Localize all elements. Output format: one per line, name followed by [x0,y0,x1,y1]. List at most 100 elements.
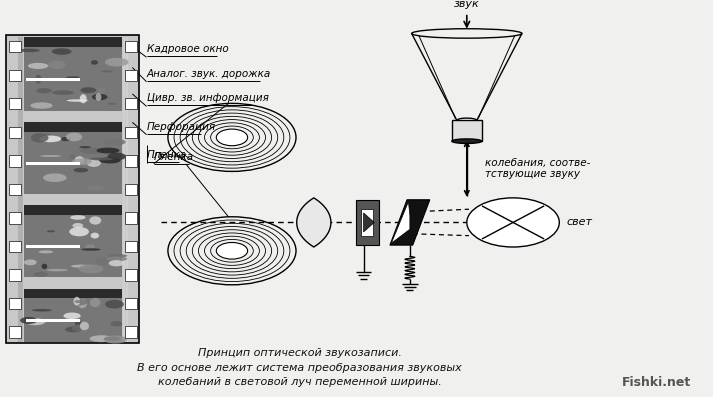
Ellipse shape [36,88,52,93]
Bar [125,155,137,166]
Ellipse shape [96,148,120,154]
Ellipse shape [47,230,55,232]
Polygon shape [391,202,410,243]
Ellipse shape [31,133,48,143]
Ellipse shape [43,173,66,182]
Bar [361,209,373,236]
Ellipse shape [78,264,103,274]
Bar [9,69,21,81]
Ellipse shape [72,324,82,331]
Bar [125,184,137,195]
Ellipse shape [91,233,99,239]
Bar [26,245,80,248]
Circle shape [467,198,559,247]
Ellipse shape [66,313,72,321]
Ellipse shape [46,269,68,272]
Bar [356,200,379,245]
Ellipse shape [69,299,88,305]
Ellipse shape [86,186,105,190]
Bar [125,41,137,52]
Bar [19,37,23,341]
Bar [9,127,21,138]
Ellipse shape [69,227,89,236]
Ellipse shape [24,259,36,265]
Ellipse shape [106,256,128,261]
Ellipse shape [75,156,84,164]
Ellipse shape [45,134,51,138]
Text: свет: свет [566,218,593,227]
Ellipse shape [85,244,95,249]
Ellipse shape [81,87,96,93]
Ellipse shape [457,118,477,123]
Ellipse shape [99,157,120,164]
Ellipse shape [108,153,126,160]
Bar [9,41,21,52]
Bar [24,205,123,215]
Ellipse shape [61,137,71,141]
Ellipse shape [78,98,89,103]
Bar [452,120,482,141]
Ellipse shape [95,256,110,265]
Ellipse shape [73,168,88,172]
Ellipse shape [41,264,47,269]
Bar [6,35,140,343]
Ellipse shape [108,102,117,105]
Polygon shape [390,200,430,245]
Ellipse shape [39,135,61,142]
Circle shape [216,243,247,259]
Ellipse shape [25,318,46,325]
Ellipse shape [105,300,124,308]
Text: Принцип оптической звукозаписи.: Принцип оптической звукозаписи. [198,348,401,358]
Text: звук: звук [454,0,480,9]
Ellipse shape [92,233,98,235]
Ellipse shape [80,322,89,330]
Bar [26,78,80,81]
Bar [24,47,123,111]
Polygon shape [297,198,331,247]
Text: Цивр. зв. информация: Цивр. зв. информация [147,93,269,103]
Bar [9,326,21,338]
Bar [24,132,123,194]
Text: колебания, соотве-
тствующие звуку: колебания, соотве- тствующие звуку [485,158,590,179]
Ellipse shape [87,159,101,167]
Ellipse shape [90,335,113,342]
Bar [26,319,80,322]
Ellipse shape [67,99,88,102]
Ellipse shape [103,335,127,343]
Bar [125,69,137,81]
Bar [126,37,128,341]
Text: В его основе лежит система преобразования звуковых: В его основе лежит система преобразовани… [137,363,462,373]
Ellipse shape [78,299,87,308]
Ellipse shape [63,312,81,319]
Bar [125,127,137,138]
Bar [24,122,123,132]
Ellipse shape [70,215,86,220]
Bar [125,269,137,281]
Bar [9,184,21,195]
Bar [125,98,137,110]
Ellipse shape [66,76,80,79]
Ellipse shape [39,251,53,253]
Ellipse shape [108,260,124,266]
Ellipse shape [69,154,76,159]
Bar [125,298,137,309]
Ellipse shape [66,133,82,141]
Bar [24,298,123,341]
Bar [24,37,123,47]
Bar [24,215,123,277]
Text: Пленка: Пленка [147,150,187,160]
Ellipse shape [30,102,53,109]
Ellipse shape [28,63,48,69]
Ellipse shape [73,297,80,306]
Ellipse shape [52,91,73,95]
Ellipse shape [34,272,48,277]
Ellipse shape [52,48,71,55]
Ellipse shape [101,70,113,73]
Ellipse shape [109,254,128,258]
Text: Перфорация: Перфорация [147,122,216,132]
Bar [9,298,21,309]
Ellipse shape [40,155,61,157]
Ellipse shape [104,337,120,341]
Ellipse shape [75,300,81,303]
Ellipse shape [35,75,41,83]
